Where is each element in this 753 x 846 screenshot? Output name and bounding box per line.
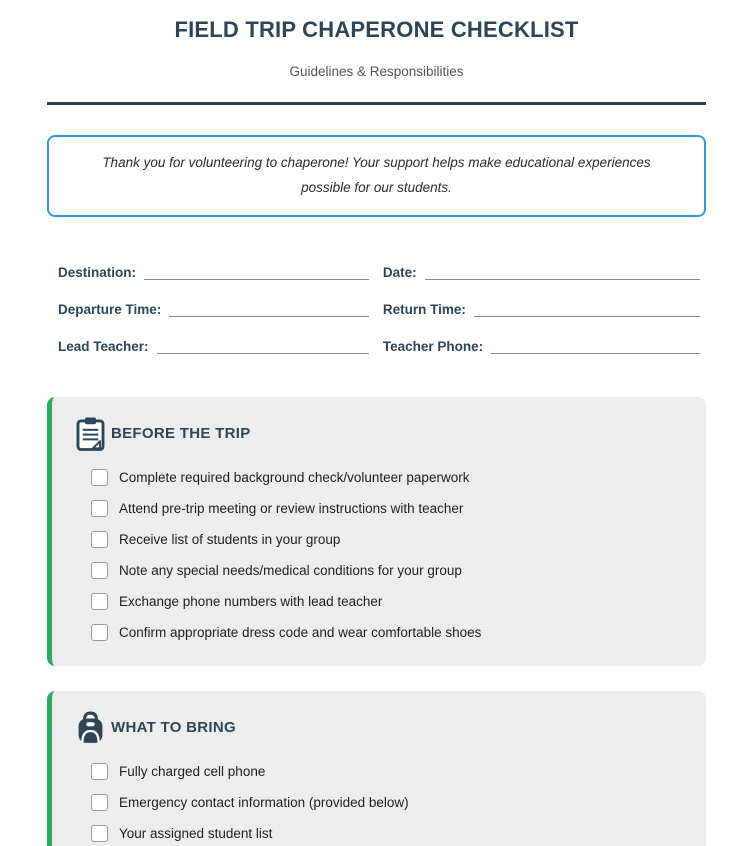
- checkbox[interactable]: [91, 623, 108, 641]
- header-divider: [47, 102, 706, 105]
- field-blank-line: [491, 336, 700, 354]
- form-field-lead-teacher: Lead Teacher:: [58, 335, 369, 354]
- field-label: Return Time:: [382, 301, 466, 317]
- trip-info-form: Destination: Date: Departure Time: Retur…: [58, 261, 700, 354]
- check-item: Fully charged cell phone: [91, 762, 682, 780]
- check-item: Receive list of students in your group: [91, 530, 682, 548]
- check-item-label: Fully charged cell phone: [119, 763, 266, 779]
- field-blank-line: [424, 262, 700, 280]
- check-item-label: Confirm appropriate dress code and wear …: [119, 624, 482, 640]
- checkbox[interactable]: [91, 762, 108, 780]
- check-item: Complete required background check/volun…: [91, 468, 682, 486]
- checkbox[interactable]: [91, 561, 108, 579]
- checkbox[interactable]: [91, 793, 108, 811]
- field-label: Date:: [382, 264, 417, 280]
- checkbox[interactable]: [91, 499, 108, 517]
- section-header: BEFORE THE TRIP: [75, 416, 682, 452]
- form-field-return-time: Return Time:: [383, 298, 700, 317]
- check-item: Emergency contact information (provided …: [91, 793, 682, 811]
- section-header: WHAT TO BRING: [75, 710, 682, 746]
- check-item-label: Your assigned student list: [119, 825, 273, 841]
- page-subtitle: Guidelines & Responsibilities: [289, 64, 464, 79]
- check-item-label: Attend pre-trip meeting or review instru…: [119, 500, 464, 516]
- field-blank-line: [144, 262, 369, 280]
- form-field-departure-time: Departure Time:: [58, 298, 369, 317]
- intro-box: Thank you for volunteering to chaperone!…: [47, 135, 706, 217]
- field-label: Teacher Phone:: [382, 338, 484, 354]
- check-item-label: Emergency contact information (provided …: [119, 794, 409, 810]
- page-title: FIELD TRIP CHAPERONE CHECKLIST: [174, 17, 579, 42]
- form-field-date: Date:: [383, 261, 700, 280]
- check-item-label: Receive list of students in your group: [119, 531, 341, 547]
- backpack-icon: [78, 711, 103, 743]
- form-field-teacher-phone: Teacher Phone:: [383, 335, 700, 354]
- field-label: Destination:: [58, 264, 137, 280]
- checkbox[interactable]: [91, 468, 108, 486]
- check-item: Note any special needs/medical condition…: [91, 561, 682, 579]
- section-what-to-bring: WHAT TO BRING Fully charged cell phone E…: [47, 690, 706, 846]
- check-item: Exchange phone numbers with lead teacher: [91, 592, 682, 610]
- form-field-destination: Destination:: [58, 261, 369, 280]
- section-title: WHAT TO BRING: [111, 719, 236, 737]
- check-item-label: Complete required background check/volun…: [119, 469, 470, 485]
- check-item: Attend pre-trip meeting or review instru…: [91, 499, 682, 517]
- field-label: Departure Time:: [58, 301, 162, 317]
- checkbox[interactable]: [91, 592, 108, 610]
- field-blank-line: [473, 299, 700, 317]
- check-item: Confirm appropriate dress code and wear …: [91, 623, 682, 641]
- field-blank-line: [156, 336, 369, 354]
- section-title: BEFORE THE TRIP: [111, 425, 251, 443]
- checkbox[interactable]: [91, 824, 108, 842]
- clipboard-icon: [76, 417, 105, 451]
- check-item-label: Exchange phone numbers with lead teacher: [119, 593, 383, 609]
- check-item: Your assigned student list: [91, 824, 682, 842]
- intro-text: Thank you for volunteering to chaperone!…: [102, 155, 651, 195]
- section-before-the-trip: BEFORE THE TRIP Complete required backgr…: [47, 396, 706, 666]
- check-item-label: Note any special needs/medical condition…: [119, 562, 462, 578]
- checkbox[interactable]: [91, 530, 108, 548]
- field-blank-line: [169, 299, 369, 317]
- field-label: Lead Teacher:: [58, 338, 149, 354]
